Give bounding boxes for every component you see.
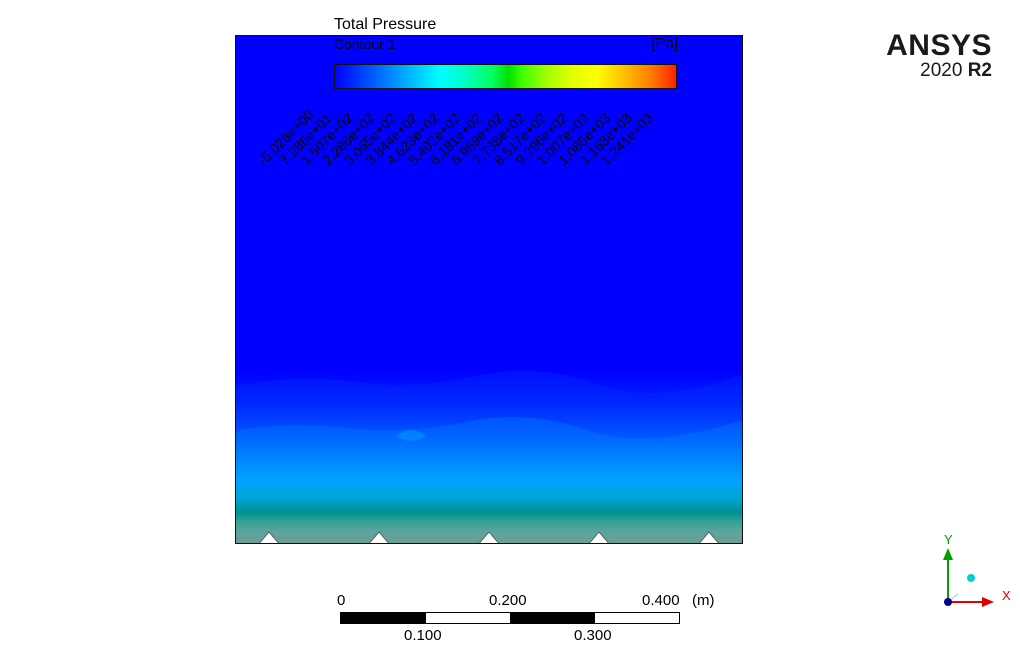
y-axis-label: Y	[944, 532, 953, 547]
scale-unit: (m)	[692, 592, 715, 609]
scale-label-0300: 0.300	[574, 627, 612, 644]
ansys-logo: ANSYS 2020 R2	[886, 30, 996, 86]
scale-segment	[341, 613, 426, 623]
contour-field	[236, 36, 742, 543]
legend-title: Total Pressure	[334, 16, 437, 33]
logo-version-year: 2020	[920, 60, 963, 81]
axis-triad-graphic: Y X	[943, 532, 1011, 607]
scale-label-0: 0	[337, 592, 346, 609]
triad-origin	[944, 598, 952, 606]
z-axis-marker	[967, 574, 975, 582]
axis-triad[interactable]: Y X	[930, 530, 1011, 620]
contour-plot[interactable]	[235, 35, 743, 544]
scale-label-0400: 0.400	[642, 592, 680, 609]
y-axis-arrow	[943, 548, 953, 560]
legend-tick-labels: -5.028e+007.286e+011.507e+022.286e+023.0…	[255, 106, 657, 168]
scale-segment	[510, 613, 595, 623]
scale-segment	[594, 613, 679, 623]
logo-brand: ANSYS	[886, 29, 992, 62]
x-axis-arrow	[982, 597, 994, 607]
x-axis-label: X	[1002, 588, 1011, 603]
legend-unit: [Pa]	[651, 35, 678, 52]
scale-bar	[340, 612, 680, 624]
logo-version-release: R2	[967, 60, 992, 81]
legend-subtitle: Contour 1	[334, 36, 396, 52]
legend-colorbar	[334, 64, 677, 89]
logo-version: 2020 R2	[920, 61, 992, 81]
scale-label-0100: 0.100	[404, 627, 442, 644]
scale-segment	[425, 613, 510, 623]
scale-label-0200: 0.200	[489, 592, 527, 609]
